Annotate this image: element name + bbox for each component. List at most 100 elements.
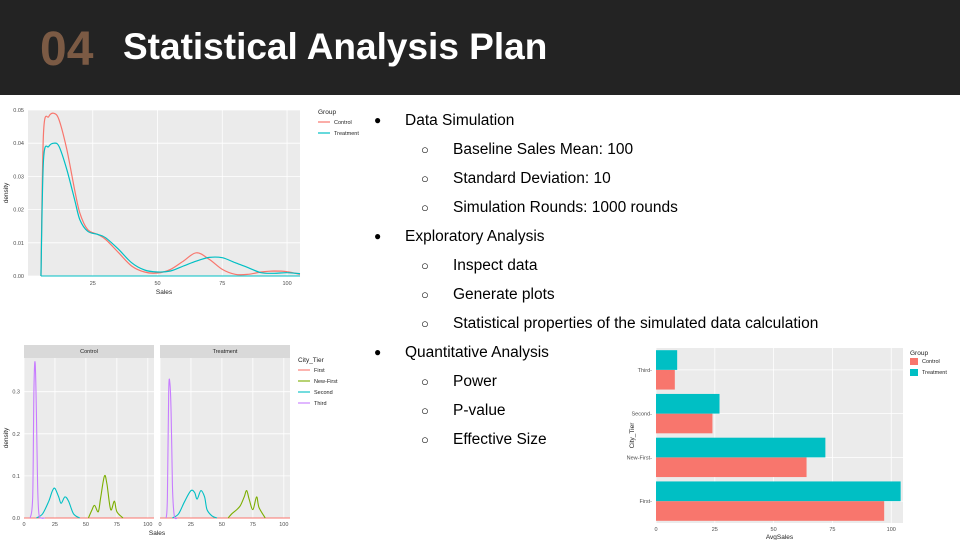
plot-panel <box>28 110 300 276</box>
density-chart-city-tier: 0.0 0.1 0.2 0.3 density Control 0 25 50 75 100 Trea… <box>3 345 338 537</box>
y-tick-label: 0.02 <box>13 208 24 214</box>
slide-header: 04 Statistical Analysis Plan <box>0 0 960 95</box>
sub-bullet-item: ○ Statistical properties of the simulated… <box>370 309 960 338</box>
x-axis-label: AvgSales <box>766 534 794 540</box>
sub-bullet-item: ○ Effective Size <box>370 425 960 454</box>
x-tick-label: 50 <box>219 522 225 528</box>
avgsales-bar-chart: 0 25 50 75 100 First- New-First- Second- Third- A… <box>627 348 947 540</box>
y-tick-label: 0.3 <box>12 390 20 396</box>
legend-title: City_Tier <box>298 357 325 364</box>
x-tick-label: 0 <box>22 522 25 528</box>
sub-bullet-item: ○ Inspect data <box>370 251 960 280</box>
y-tick-label: Second- <box>632 412 653 418</box>
bullet-text: Generate plots <box>453 286 555 303</box>
legend-label-control: Control <box>334 120 352 126</box>
x-tick-label: 50 <box>771 527 777 533</box>
series-line-third <box>29 360 46 519</box>
sub-bullet-item: ○ Standard Deviation: 10 <box>370 164 960 193</box>
bullet-list: ● Data Simulation ○ Baseline Sales Mean: 10… <box>370 106 960 454</box>
facet-label: Control <box>80 349 98 355</box>
x-tick-label: 100 <box>279 522 288 528</box>
bullet-text: Statistical properties of the simulated … <box>453 315 819 332</box>
facet-label: Treatment <box>213 349 238 355</box>
legend-label-treatment: Treatment <box>922 370 947 376</box>
legend-title: Group <box>318 109 336 116</box>
facet-strip <box>24 345 154 358</box>
legend-label-control: Control <box>922 359 940 365</box>
y-tick-label: New-First- <box>627 455 653 461</box>
y-tick-label: 0.01 <box>13 241 24 247</box>
y-axis-label: density <box>3 427 10 448</box>
bullet-dot-icon: ● <box>374 229 382 243</box>
x-tick-label: 75 <box>219 281 225 287</box>
series-line-treatment <box>40 142 301 277</box>
bullet-text: Effective Size <box>453 431 547 448</box>
bullet-circle-icon: ○ <box>421 171 429 186</box>
y-tick-label: 0.2 <box>12 432 20 438</box>
legend-label-first: First <box>314 368 325 374</box>
bullet-item: ● Quantitative Analysis <box>370 338 960 367</box>
legend-label-third: Third <box>314 401 327 407</box>
series-line-third <box>165 378 178 520</box>
series-line-new-first <box>87 474 124 519</box>
bullet-text: Exploratory Analysis <box>405 228 545 245</box>
x-tick-label: 75 <box>250 522 256 528</box>
sub-bullet-item: ○ Simulation Rounds: 1000 rounds <box>370 193 960 222</box>
plot-panel <box>24 358 154 518</box>
y-tick-label: 0.0 <box>12 516 20 522</box>
x-tick-label: 25 <box>712 527 718 533</box>
sub-bullet-item: ○ Generate plots <box>370 280 960 309</box>
bar-treatment-new-first <box>656 437 826 458</box>
x-tick-label: 25 <box>52 522 58 528</box>
bullet-item: ● Exploratory Analysis <box>370 222 960 251</box>
series-line-new-first <box>227 490 266 519</box>
y-tick-label: Third- <box>638 368 653 374</box>
bullet-text: Inspect data <box>453 257 538 274</box>
facet-strip <box>160 345 290 358</box>
x-tick-label: 100 <box>887 527 896 533</box>
y-tick-label: First- <box>639 499 652 505</box>
legend-key-control <box>910 358 918 365</box>
x-tick-label: 100 <box>143 522 152 528</box>
y-tick-label: 0.1 <box>12 474 20 480</box>
bullet-circle-icon: ○ <box>421 374 429 389</box>
bullet-text: Power <box>453 373 497 390</box>
x-tick-label: 25 <box>90 281 96 287</box>
series-line-second <box>172 489 218 519</box>
bullet-dot-icon: ● <box>374 113 382 127</box>
slide-title: Statistical Analysis Plan <box>123 26 548 67</box>
series-line-control <box>40 112 301 277</box>
bar-control-third <box>656 369 675 390</box>
bullet-text: Quantitative Analysis <box>405 344 549 361</box>
bullet-text: Data Simulation <box>405 112 515 129</box>
bullet-text: Baseline Sales Mean: 100 <box>453 141 634 158</box>
bar-treatment-first <box>656 481 901 502</box>
bar-control-first <box>656 501 885 521</box>
bar-control-second <box>656 413 713 434</box>
sub-bullet-item: ○ Power <box>370 367 960 396</box>
x-tick-label: 0 <box>654 527 657 533</box>
x-axis-label: Sales <box>156 289 173 296</box>
bullet-text: Simulation Rounds: 1000 rounds <box>453 199 678 216</box>
legend-key-treatment <box>910 369 918 376</box>
bullet-circle-icon: ○ <box>421 287 429 302</box>
sub-bullet-item: ○ Baseline Sales Mean: 100 <box>370 135 960 164</box>
x-axis-label: Sales <box>149 530 166 537</box>
x-tick-label: 50 <box>83 522 89 528</box>
bullet-circle-icon: ○ <box>421 200 429 215</box>
x-tick-label: 100 <box>282 281 291 287</box>
plot-panel <box>160 358 290 518</box>
x-tick-label: 75 <box>114 522 120 528</box>
y-axis-label: density <box>3 182 10 203</box>
x-tick-label: 0 <box>158 522 161 528</box>
bullet-circle-icon: ○ <box>421 142 429 157</box>
bullet-dot-icon: ● <box>374 345 382 359</box>
slide-number: 04 <box>40 23 94 76</box>
bar-control-new-first <box>656 457 807 478</box>
y-tick-label: 0.04 <box>13 141 24 147</box>
bullet-circle-icon: ○ <box>421 432 429 447</box>
bullet-circle-icon: ○ <box>421 403 429 418</box>
y-tick-label: 0.00 <box>13 274 24 280</box>
bullet-item: ● Data Simulation <box>370 106 960 135</box>
density-chart-group: 0.00 0.01 0.02 0.03 0.04 0.05 25 50 75 100 Sales de… <box>3 108 359 296</box>
